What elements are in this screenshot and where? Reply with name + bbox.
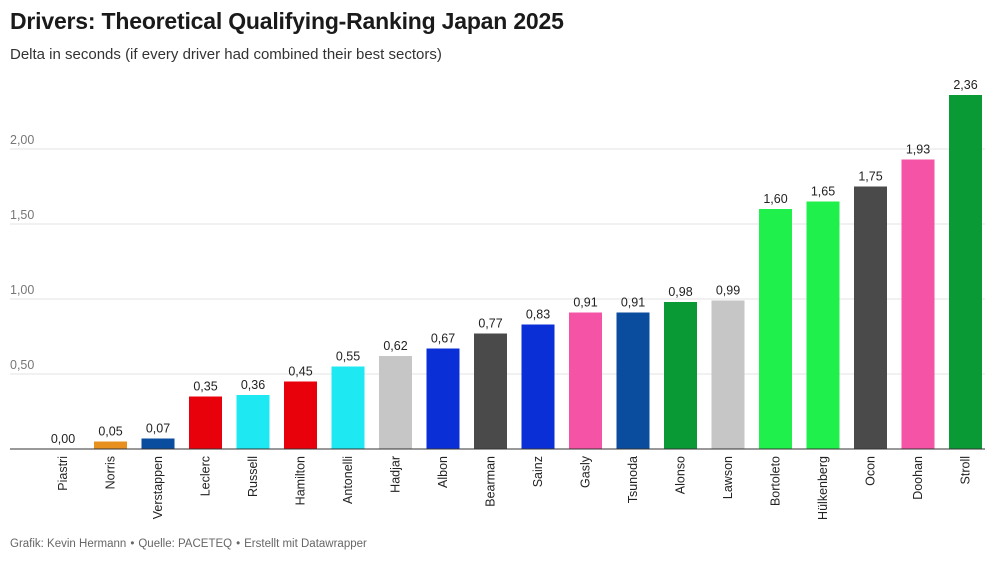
value-label: 0,91 [621, 296, 645, 310]
value-label: 1,75 [858, 170, 882, 184]
x-tick-label: Tsunoda [626, 456, 640, 503]
value-label: 0,07 [146, 422, 170, 436]
value-label: 0,35 [193, 380, 217, 394]
value-label: 1,65 [811, 185, 835, 199]
footer-credit: Grafik: Kevin Hermann [10, 538, 127, 550]
bar [521, 324, 555, 449]
value-label: 1,60 [763, 192, 787, 206]
x-tick-label: Hülkenberg [816, 456, 830, 520]
bar [901, 159, 935, 449]
bar [94, 441, 127, 449]
y-tick-label: 1,50 [10, 208, 34, 222]
bar [616, 312, 650, 449]
bar [331, 366, 365, 449]
x-tick-label: Hadjar [389, 456, 403, 493]
value-label: 0,45 [288, 365, 312, 379]
footer-separator: • [130, 538, 135, 550]
y-tick-label: 2,00 [10, 133, 34, 147]
footer-source: Quelle: PACETEQ [138, 538, 233, 550]
value-label: 0,83 [526, 308, 550, 322]
x-tick-label: Stroll [959, 456, 973, 484]
x-tick-label: Lawson [721, 456, 735, 499]
value-label: 0,67 [431, 332, 455, 346]
bar [949, 95, 982, 449]
value-label: 2,36 [953, 78, 977, 92]
value-label: 0,55 [336, 350, 360, 364]
footer: Grafik: Kevin Hermann • Quelle: PACETEQ • Er… [10, 538, 367, 550]
y-tick-label: 0,50 [10, 358, 34, 372]
value-label: 0,91 [573, 296, 597, 310]
x-tick-label: Norris [104, 456, 118, 489]
bar [759, 209, 792, 449]
chart-title: Drivers: Theoretical Qualifying-Ranking … [10, 8, 564, 34]
bar [806, 201, 840, 449]
x-tick-label: Verstappen [151, 456, 165, 519]
bar [284, 381, 317, 449]
x-tick-label: Leclerc [199, 456, 213, 496]
value-label: 0,77 [478, 317, 502, 331]
value-label: 0,00 [51, 432, 75, 446]
bar [664, 302, 697, 449]
bar [854, 186, 887, 449]
bar [236, 395, 270, 449]
x-tick-label: Hamilton [294, 456, 308, 505]
x-tick-label: Bearman [484, 456, 498, 507]
bar [711, 300, 745, 449]
x-tick-label: Antonelli [341, 456, 355, 504]
x-tick-label: Bortoleto [769, 456, 783, 506]
x-tick-label: Ocon [864, 456, 878, 486]
y-tick-label: 1,00 [10, 283, 34, 297]
footer-separator: • [236, 538, 241, 550]
x-tick-label: Russell [246, 456, 260, 497]
x-tick-label: Doohan [911, 456, 925, 500]
value-label: 1,93 [906, 143, 930, 157]
bar [379, 356, 412, 449]
value-label: 0,62 [383, 339, 407, 353]
value-label: 0,05 [98, 425, 122, 439]
bar [569, 312, 602, 449]
bar [474, 333, 507, 449]
x-tick-label: Sainz [531, 456, 545, 487]
bar [141, 438, 175, 449]
bar [426, 348, 460, 449]
value-label: 0,99 [716, 284, 740, 298]
x-tick-label: Piastri [56, 456, 70, 491]
value-label: 0,98 [668, 285, 692, 299]
value-label: 0,36 [241, 378, 265, 392]
footer-tool: Erstellt mit Datawrapper [244, 538, 367, 550]
x-tick-label: Alonso [674, 456, 688, 494]
x-tick-label: Albon [436, 456, 450, 488]
chart-subtitle: Delta in seconds (if every driver had co… [10, 46, 442, 63]
bar [189, 396, 222, 449]
x-tick-label: Gasly [579, 455, 593, 488]
